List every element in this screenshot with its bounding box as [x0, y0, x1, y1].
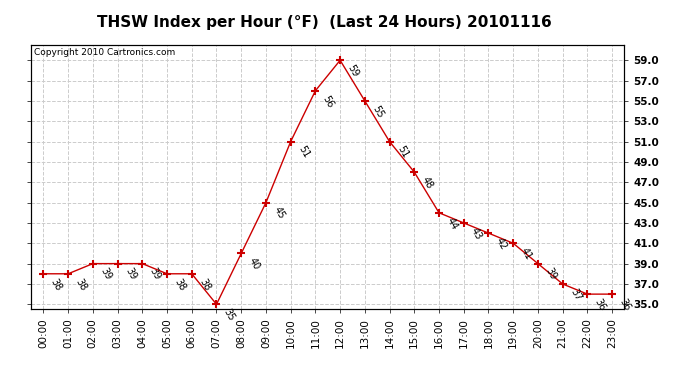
Text: 39: 39 [148, 266, 163, 282]
Text: 36: 36 [618, 297, 633, 312]
Text: THSW Index per Hour (°F)  (Last 24 Hours) 20101116: THSW Index per Hour (°F) (Last 24 Hours)… [97, 15, 552, 30]
Text: 39: 39 [99, 266, 113, 282]
Text: 37: 37 [568, 287, 583, 303]
Text: 56: 56 [321, 93, 336, 109]
Text: 38: 38 [49, 277, 63, 292]
Text: 39: 39 [123, 266, 138, 282]
Text: 48: 48 [420, 175, 435, 190]
Text: 38: 38 [197, 277, 212, 292]
Text: 41: 41 [519, 246, 533, 262]
Text: 35: 35 [222, 307, 237, 323]
Text: 45: 45 [271, 206, 286, 221]
Text: 44: 44 [444, 216, 460, 231]
Text: 38: 38 [172, 277, 188, 292]
Text: 38: 38 [74, 277, 88, 292]
Text: 42: 42 [494, 236, 509, 252]
Text: 36: 36 [593, 297, 608, 312]
Text: Copyright 2010 Cartronics.com: Copyright 2010 Cartronics.com [34, 48, 175, 57]
Text: 39: 39 [544, 266, 558, 282]
Text: 55: 55 [371, 104, 385, 120]
Text: 51: 51 [395, 144, 410, 160]
Text: 40: 40 [247, 256, 262, 272]
Text: 43: 43 [469, 226, 484, 242]
Text: 59: 59 [346, 63, 360, 79]
Text: 51: 51 [296, 144, 311, 160]
